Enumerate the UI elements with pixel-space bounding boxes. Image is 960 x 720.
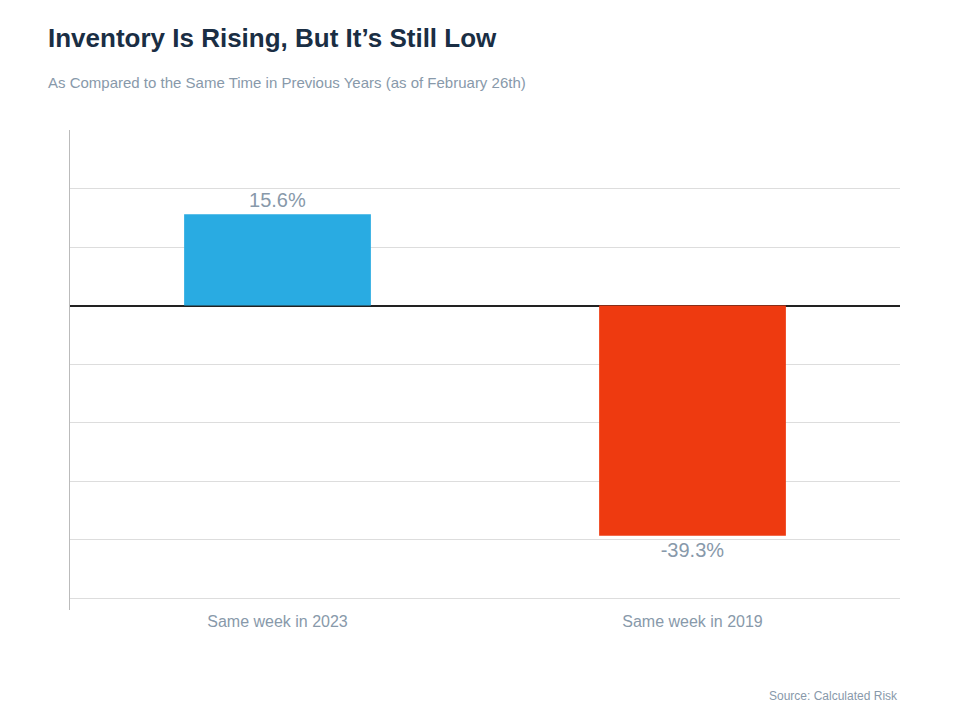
svg-text:Same week in 2023: Same week in 2023 (207, 613, 348, 630)
svg-text:Inventory Is Rising, But It’s: Inventory Is Rising, But It’s Still Low (48, 23, 497, 53)
svg-text:15.6%: 15.6% (249, 189, 306, 211)
svg-text:As Compared to the Same Time i: As Compared to the Same Time in Previous… (48, 74, 526, 91)
svg-text:-39.3%: -39.3% (661, 539, 725, 561)
svg-text:Same week in 2019: Same week in 2019 (622, 613, 763, 630)
svg-text:Source: Calculated Risk: Source: Calculated Risk (769, 689, 898, 703)
